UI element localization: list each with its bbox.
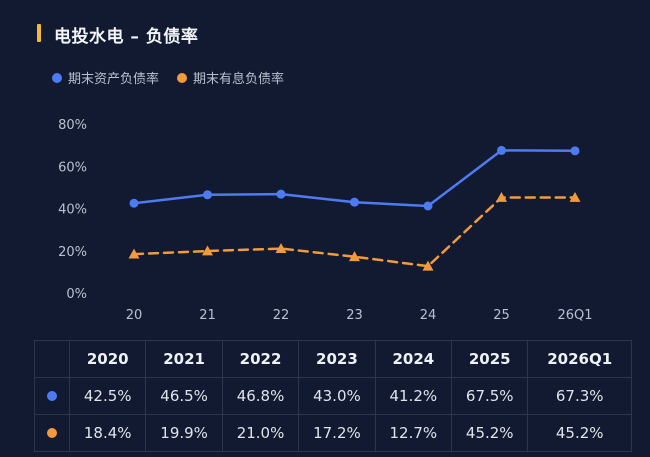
data-point bbox=[422, 260, 434, 271]
data-point bbox=[423, 201, 433, 211]
data-point bbox=[128, 248, 140, 259]
table-cell: 19.9% bbox=[145, 414, 223, 452]
data-point bbox=[350, 197, 359, 207]
x-tick-label: 23 bbox=[346, 308, 363, 323]
chart-title: 电投水电 – 负债率 bbox=[54, 27, 199, 47]
table-header: 2024 bbox=[374, 340, 453, 378]
table-header: 2026Q1 bbox=[527, 340, 632, 378]
table-header: 2025 bbox=[451, 340, 529, 378]
y-tick-label: 60% bbox=[58, 160, 87, 175]
data-point bbox=[570, 146, 580, 156]
table-header: 2020 bbox=[68, 340, 147, 378]
table-cell: 21.0% bbox=[221, 414, 300, 452]
table-cell: 45.2% bbox=[527, 414, 632, 452]
legend-circle-icon bbox=[52, 72, 62, 83]
legend-label: 期末有息负债率 bbox=[193, 72, 285, 87]
y-tick-label: 20% bbox=[58, 245, 87, 260]
data-point bbox=[569, 192, 581, 202]
table-header: 2022 bbox=[221, 340, 300, 378]
data-point bbox=[275, 243, 287, 254]
line-chart: 0% 20% 40% 60% 80% 20 21 22 23 24 25 26Q1 bbox=[58, 118, 592, 323]
table-cell: 67.3% bbox=[527, 377, 632, 415]
legend-item-asset-ratio: 期末资产负债率 bbox=[52, 68, 159, 87]
legend-item-interest-ratio: 期末有息负债率 bbox=[177, 68, 284, 87]
table-cell: 18.4% bbox=[68, 414, 147, 452]
table-corner bbox=[34, 340, 70, 378]
series-line bbox=[132, 149, 577, 208]
blue-circle-icon bbox=[47, 391, 57, 401]
legend: 期末资产负债率 期末有息负债率 bbox=[52, 68, 284, 87]
row-marker bbox=[34, 377, 70, 415]
data-table: 2020 2021 2022 2023 2024 2025 2026Q1 42.… bbox=[34, 340, 632, 452]
y-tick-label: 80% bbox=[58, 118, 87, 133]
x-tick-label: 20 bbox=[126, 308, 143, 323]
table-cell: 17.2% bbox=[298, 414, 376, 452]
table-cell: 46.5% bbox=[145, 377, 223, 415]
x-tick-label: 26Q1 bbox=[557, 308, 592, 323]
x-tick-label: 25 bbox=[493, 308, 510, 323]
title-accent-bar bbox=[37, 24, 41, 42]
data-point bbox=[203, 190, 212, 200]
data-point bbox=[276, 189, 286, 199]
data-point bbox=[202, 245, 213, 256]
table-row: 18.4% 19.9% 21.0% 17.2% 12.7% 45.2% 45.2… bbox=[34, 414, 632, 452]
orange-circle-icon bbox=[47, 428, 57, 438]
table-header: 2021 bbox=[145, 340, 223, 378]
table-cell: 12.7% bbox=[374, 414, 453, 452]
row-marker bbox=[34, 414, 70, 452]
table-cell: 45.2% bbox=[451, 414, 529, 452]
x-tick-label: 21 bbox=[199, 308, 216, 323]
legend-label: 期末资产负债率 bbox=[68, 72, 160, 87]
y-tick-label: 40% bbox=[58, 203, 87, 218]
data-point bbox=[129, 198, 139, 208]
table-header-row: 2020 2021 2022 2023 2024 2025 2026Q1 bbox=[34, 340, 632, 378]
y-tick-label: 0% bbox=[66, 287, 87, 302]
table-cell: 41.2% bbox=[374, 377, 453, 415]
table-cell: 46.8% bbox=[221, 377, 300, 415]
data-point bbox=[349, 251, 360, 262]
table-cell: 67.5% bbox=[451, 377, 529, 415]
x-tick-label: 22 bbox=[273, 308, 290, 323]
table-header: 2023 bbox=[298, 340, 376, 378]
data-point bbox=[497, 145, 506, 155]
table-row: 42.5% 46.5% 46.8% 43.0% 41.2% 67.5% 67.3… bbox=[34, 377, 632, 415]
x-tick-label: 24 bbox=[420, 308, 437, 323]
data-point bbox=[496, 192, 507, 202]
table-cell: 43.0% bbox=[298, 377, 376, 415]
legend-circle-icon bbox=[177, 72, 188, 83]
table-cell: 42.5% bbox=[68, 377, 147, 415]
